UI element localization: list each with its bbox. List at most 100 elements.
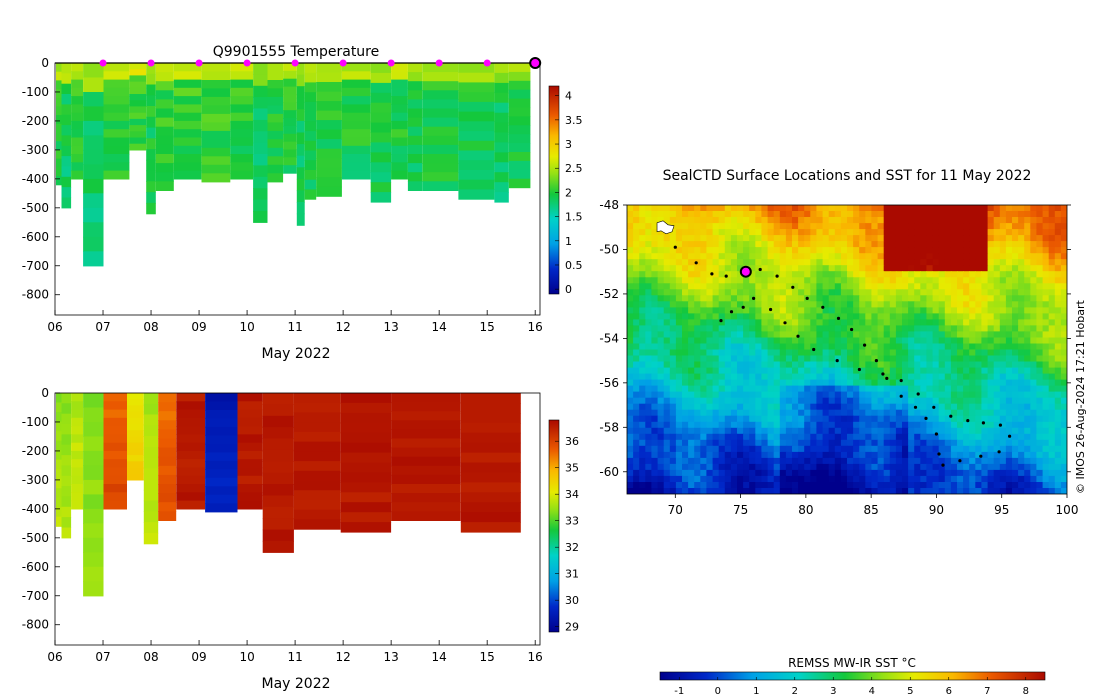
sst-cell [1048, 319, 1056, 326]
sst-cell [718, 205, 726, 212]
sst-cell [1024, 397, 1031, 405]
sst-cell [785, 361, 793, 369]
sst-cell [633, 361, 640, 369]
profile-cell [83, 566, 104, 582]
sst-cell [914, 379, 921, 387]
sst-cell [920, 307, 927, 314]
sst-cell [1018, 205, 1025, 212]
sst-cell [633, 289, 640, 296]
sst-cell [737, 427, 744, 435]
sst-cell [1018, 325, 1025, 332]
sst-cell [853, 331, 860, 338]
sst-cell [1018, 433, 1025, 441]
sst-cell [1060, 409, 1067, 417]
sst-cell [706, 271, 714, 278]
sst-cell [633, 469, 640, 477]
sst-cell [669, 421, 677, 429]
sst-cell [1048, 343, 1056, 351]
profile-cell [230, 162, 254, 172]
sst-cell [963, 415, 970, 423]
sst-cell [669, 355, 677, 363]
sst-cell [981, 482, 989, 489]
sst-cell [883, 205, 891, 212]
y-tick-label: -500 [22, 201, 49, 215]
sst-cell [718, 343, 726, 351]
sst-cell [889, 271, 897, 278]
sst-cell [688, 361, 695, 369]
profile-cell [407, 126, 423, 137]
sst-cell [926, 235, 934, 242]
sst-cell [822, 469, 830, 477]
sst-cell [859, 277, 866, 284]
profile-cell [155, 154, 174, 164]
sst-cell [1024, 488, 1031, 494]
sst-cell [834, 373, 842, 381]
sst-cell [773, 415, 781, 423]
sst-cell [816, 451, 824, 459]
profile-column [71, 63, 84, 180]
sst-cell [1060, 379, 1067, 387]
sst-cell [926, 223, 934, 230]
sst-cell [834, 289, 842, 296]
sst-cell [773, 301, 781, 308]
sst-cell [944, 403, 952, 411]
sst-cell [657, 427, 665, 435]
sst-cell [1060, 325, 1067, 332]
sst-cell [675, 307, 683, 314]
sst-cell [804, 313, 811, 320]
track-point [1008, 434, 1012, 438]
sst-cell [639, 391, 646, 399]
sst-cell [1030, 331, 1037, 338]
sst-cell [902, 277, 909, 284]
sst-cell [718, 427, 726, 435]
sst-cell [853, 439, 860, 447]
sst-cell [743, 457, 750, 465]
sst-cell [895, 391, 903, 399]
sst-cell [755, 283, 762, 290]
sst-cell [712, 265, 720, 272]
sst-cell [950, 445, 958, 453]
sst-cell [1005, 223, 1013, 230]
sst-cell [987, 331, 995, 338]
sst-cell [963, 295, 970, 302]
sst-cell [1042, 205, 1050, 212]
sst-cell [877, 259, 885, 266]
sst-cell [914, 325, 921, 332]
sst-cell [883, 445, 891, 453]
sst-cell [1048, 349, 1056, 357]
sst-cell [895, 235, 903, 242]
sst-cell [1042, 211, 1050, 218]
sst-cell [1018, 307, 1025, 314]
sst-cell [785, 349, 793, 357]
profile-cell [341, 145, 371, 155]
sst-cell [743, 205, 750, 212]
sst-cell [657, 271, 665, 278]
sst-cell [914, 313, 921, 320]
sst-cell [810, 277, 817, 284]
sst-cell [926, 283, 934, 290]
sst-cell [718, 265, 726, 272]
sst-cell [1042, 319, 1050, 326]
sst-cell [963, 331, 970, 338]
profile-column [407, 63, 423, 191]
sst-cell [871, 451, 879, 459]
track-point [694, 261, 698, 265]
sst-cell [1048, 482, 1056, 489]
sst-cell [779, 217, 787, 224]
sst-cell [767, 463, 775, 471]
sst-cell [938, 301, 946, 308]
sst-cell [657, 307, 665, 314]
sst-cell [840, 307, 848, 314]
sst-cell [688, 367, 695, 375]
sst-cell [853, 241, 860, 248]
sst-cell [981, 283, 989, 290]
sst-cell [724, 415, 732, 423]
sst-cell [639, 283, 646, 290]
sst-cell [627, 385, 634, 393]
sst-cell [981, 307, 989, 314]
sst-cell [1018, 403, 1025, 411]
map-title: SealCTD Surface Locations and SST for 11… [663, 168, 1032, 184]
sst-cell [1018, 211, 1025, 218]
sst-cell [981, 415, 989, 423]
current-position-marker [739, 265, 752, 278]
